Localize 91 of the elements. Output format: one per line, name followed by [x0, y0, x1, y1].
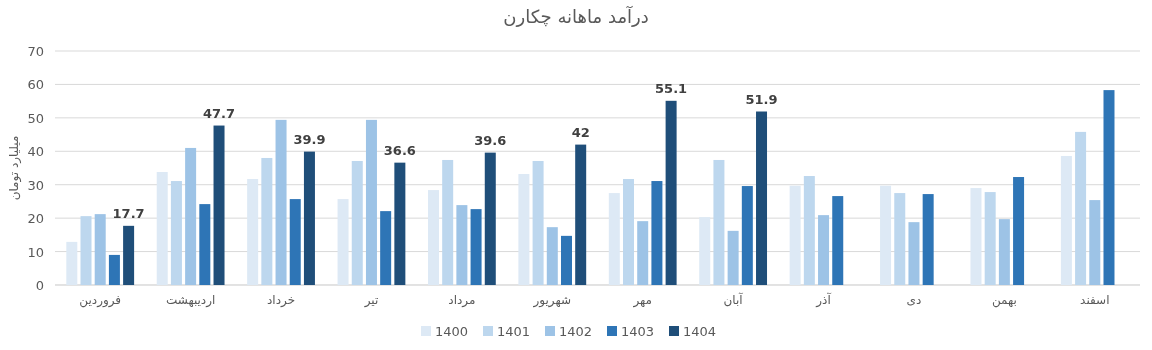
bar	[984, 192, 996, 285]
y-tick-label: 0	[35, 278, 44, 293]
legend-label: 1401	[497, 324, 531, 339]
bar	[80, 216, 92, 285]
data-label: 36.6	[383, 142, 416, 158]
data-label: 51.9	[745, 91, 778, 107]
bar	[1103, 90, 1115, 285]
bar	[123, 225, 135, 285]
bar	[261, 157, 273, 285]
legend-label: 1402	[559, 324, 593, 339]
chart-title: درآمد ماهانه چکارن	[503, 5, 649, 27]
y-tick-label: 70	[27, 44, 44, 59]
legend-label: 1403	[621, 324, 655, 339]
y-axis-title: میلیارد تومان	[7, 135, 22, 201]
x-tick-label: آبان	[723, 292, 744, 307]
bar	[637, 221, 649, 285]
bar	[275, 119, 287, 285]
data-label: 47.7	[202, 105, 236, 121]
bar	[351, 160, 363, 285]
x-tick-label: اردیبهشت	[165, 293, 216, 308]
legend-label: 1404	[683, 324, 717, 339]
x-tick-label: اسفند	[1080, 293, 1110, 307]
legend-label: 1400	[435, 324, 469, 339]
bar	[303, 151, 315, 285]
data-label: 42	[571, 124, 590, 140]
bar	[546, 227, 558, 285]
bar	[727, 230, 739, 285]
x-tick-label: مهر	[632, 293, 653, 308]
bar	[247, 179, 259, 285]
bar	[532, 160, 544, 285]
y-tick-label: 30	[27, 177, 44, 193]
x-tick-label: فروردین	[79, 293, 122, 308]
data-label: 39.6	[474, 132, 507, 148]
bar	[213, 125, 225, 285]
bar	[575, 144, 587, 285]
x-tick-label: مرداد	[448, 293, 476, 308]
bar	[484, 152, 496, 285]
bar	[832, 196, 844, 285]
bar	[789, 185, 801, 285]
bar	[470, 209, 482, 285]
bar	[456, 205, 468, 285]
bar	[394, 162, 406, 285]
bar	[365, 119, 377, 285]
bar	[998, 219, 1010, 285]
bar	[442, 159, 454, 285]
data-label: 17.7	[112, 205, 145, 221]
bar	[665, 100, 677, 285]
bar	[170, 181, 182, 285]
bar	[908, 222, 920, 285]
data-label: 55.1	[655, 80, 688, 96]
bar	[199, 204, 211, 285]
bar	[713, 159, 725, 285]
bar	[94, 214, 106, 285]
bar	[185, 147, 197, 285]
bar	[1075, 131, 1087, 285]
x-tick-label: خرداد	[267, 293, 296, 308]
bar	[922, 194, 934, 285]
x-tick-label: آذر	[815, 292, 832, 308]
bar	[894, 193, 906, 285]
bar	[970, 188, 982, 285]
bar	[156, 172, 168, 285]
x-tick-label: بهمن	[991, 293, 1017, 308]
bar	[1089, 200, 1101, 285]
bar	[756, 111, 768, 285]
y-tick-label: 10	[27, 244, 44, 260]
x-tick-label: تیر	[363, 293, 379, 308]
y-tick-label: 50	[27, 110, 44, 126]
bar	[108, 254, 120, 285]
y-tick-label: 20	[27, 211, 44, 227]
bar	[518, 174, 530, 285]
y-tick-label: 60	[27, 77, 44, 93]
x-tick-label: شهریور	[532, 293, 572, 308]
bar	[623, 179, 635, 285]
bar	[337, 199, 349, 285]
bar	[1060, 155, 1072, 285]
bar	[608, 193, 620, 285]
y-tick-label: 40	[27, 144, 44, 160]
bar	[699, 217, 711, 285]
bar	[380, 211, 392, 285]
bar	[741, 186, 753, 285]
data-label: 39.9	[293, 131, 326, 147]
bar	[66, 241, 78, 285]
bar	[560, 235, 572, 285]
x-tick-label: دی	[906, 293, 922, 307]
bar	[651, 181, 663, 285]
bar	[818, 215, 830, 285]
bar	[1013, 177, 1025, 285]
bar	[880, 185, 892, 285]
bar	[427, 190, 439, 285]
bar	[289, 199, 301, 285]
bar	[803, 176, 815, 285]
